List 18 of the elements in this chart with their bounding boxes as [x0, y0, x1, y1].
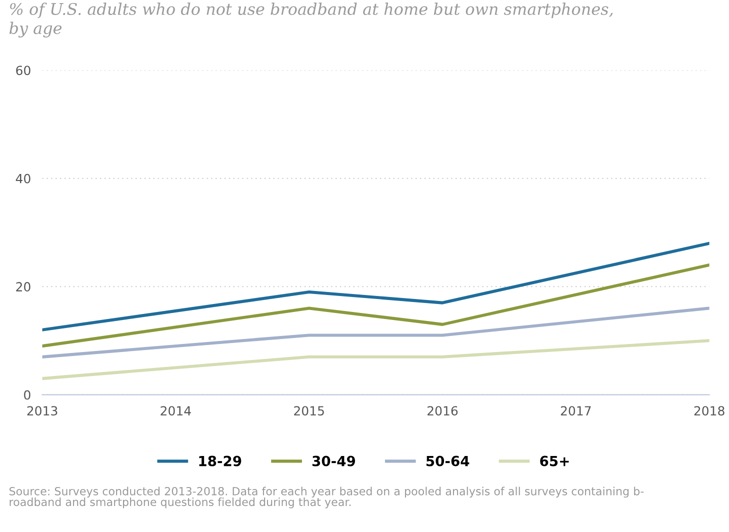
y-tick-label: 40 — [16, 174, 30, 184]
x-tick-label: 2018 — [694, 406, 724, 416]
y-tick-label: 0 — [24, 390, 30, 400]
x-tick-label: 2017 — [560, 406, 591, 416]
line-series — [42, 242, 710, 332]
y-tick-label: 60 — [16, 66, 30, 76]
x-tick-label: 2016 — [428, 406, 458, 416]
x-tick-label: 2014 — [160, 406, 191, 416]
legend-label: 50-64 — [426, 456, 470, 466]
x-tick-label: 2013 — [27, 406, 58, 416]
legend-label: 65+ — [540, 456, 569, 466]
legend-label: 18-29 — [199, 456, 242, 466]
source-note: Source: Surveys conducted 2013-2018. Data for each year based on a pooled analysis of all surveys containing b- roadband and smartphone questions fielded during that year. — [9, 486, 644, 508]
legend-label: 30-49 — [312, 456, 356, 466]
chart-title: % of U.S. adults who do not use broadband at home but own smartphones, by age — [9, 2, 613, 38]
line-series — [42, 263, 710, 348]
y-tick-label: 20 — [16, 282, 30, 292]
x-tick-label: 2015 — [294, 406, 324, 416]
